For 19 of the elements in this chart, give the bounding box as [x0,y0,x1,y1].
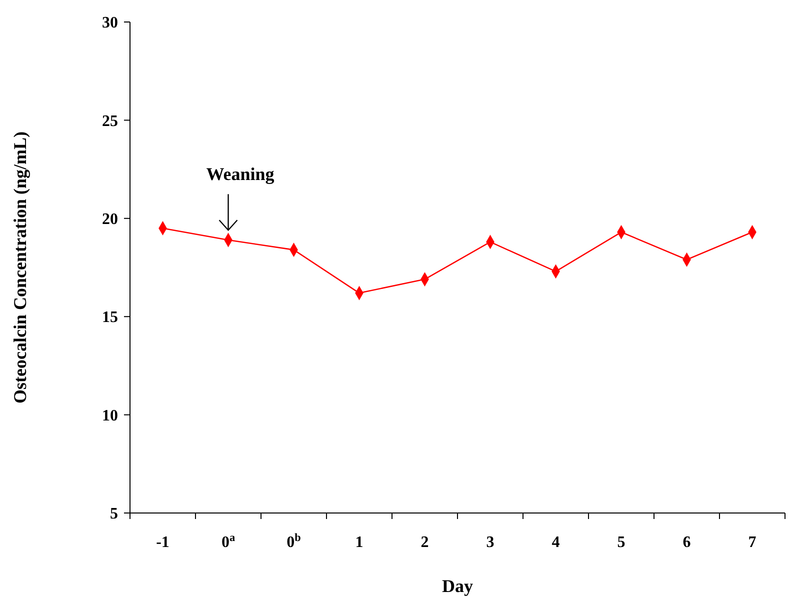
x-tick-label: 7 [748,534,756,551]
x-tick-label: 0$^{a}$ [221,532,236,551]
x-tick-label: 2 [420,534,429,551]
x-tick-label: 5 [617,534,626,551]
y-tick-label: 30 [102,14,118,32]
x-axis-title: Day [442,576,473,596]
annotation: Weaning [206,164,274,184]
x-tick-label: 3 [486,534,494,551]
y-tick-label: 10 [102,407,118,424]
x-tick-label: 0$^{b}$ [286,532,301,551]
x-tick-label: 6 [682,534,691,551]
y-tick-label: 25 [102,112,118,130]
x-tick-label: -1 [156,534,170,551]
x-tick-label: 1 [355,534,364,551]
y-tick-label: 5 [110,506,118,523]
y-axis-title: Osteocalcin Concentration (ng/mL) [10,132,30,404]
y-tick-label: 15 [102,309,118,326]
y-tick-label: 20 [102,211,118,228]
x-tick-label: 4 [552,534,560,551]
